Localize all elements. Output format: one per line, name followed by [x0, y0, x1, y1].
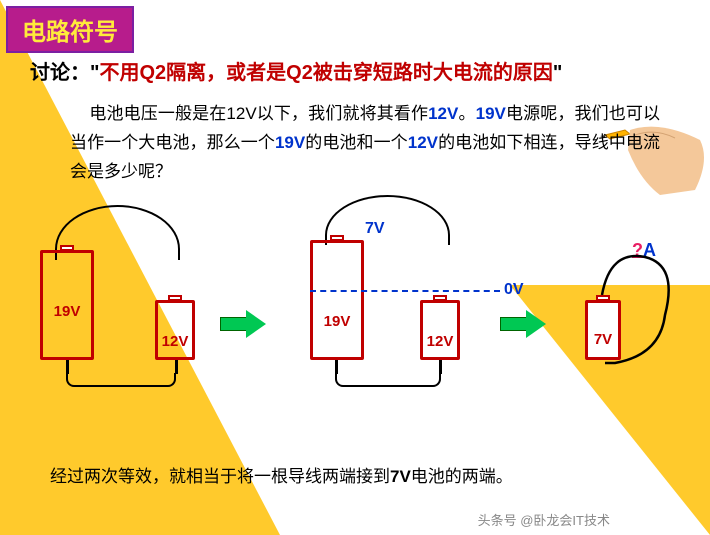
wire-bottom-g2 [335, 373, 441, 387]
label-7v: 7V [365, 220, 385, 238]
battery-19v-g1: 19V [40, 250, 94, 360]
arrow-2 [500, 310, 550, 338]
battery-12v-g2: 12V [420, 300, 460, 360]
circuit-diagram: 19V 12V 7V 19V 0V 12V ?A 7V [20, 210, 690, 430]
arrow-1 [220, 310, 270, 338]
discuss-label: 讨论： [30, 62, 90, 84]
battery-7v-g3: 7V [585, 300, 621, 360]
header-tag: 电路符号 [6, 6, 134, 53]
battery-19v-g2: 19V [310, 240, 364, 360]
paragraph-body: 电池电压一般是在12V以下，我们就将其看作12V。19V电源呢，我们也可以当作一… [70, 100, 660, 187]
discuss-content: 不用Q2隔离，或者是Q2被击穿短路时大电流的原因 [99, 62, 552, 84]
conclusion-text: 经过两次等效，就相当于将一根导线两端接到7V电池的两端。 [50, 462, 513, 487]
label-0v: 0V [504, 281, 524, 299]
discuss-line: 讨论："不用Q2隔离，或者是Q2被击穿短路时大电流的原因" [30, 56, 562, 85]
watermark: 头条号 @卧龙会IT技术 [478, 510, 610, 529]
battery-12v-g1: 12V [155, 300, 195, 360]
zero-line [310, 290, 500, 292]
wire-bottom-g1 [66, 373, 176, 387]
